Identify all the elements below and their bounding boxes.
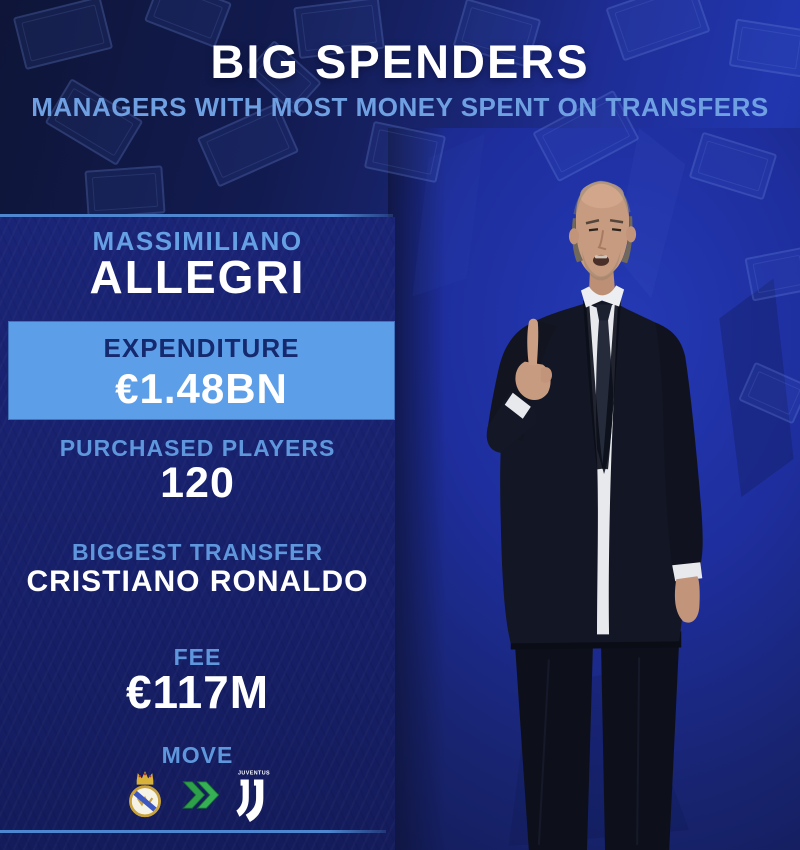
divider-bottom: [0, 830, 386, 833]
purchased-players-value: 120: [160, 459, 235, 507]
stats-panel: MASSIMILIANO ALLEGRI EXPENDITURE €1.48BN…: [0, 217, 395, 850]
biggest-transfer-value: CRISTIANO RONALDO: [26, 565, 369, 598]
background-texture: [615, 128, 686, 299]
background-texture: [412, 134, 485, 297]
real-madrid-crest-icon: [128, 771, 161, 818]
manager-figure: [486, 180, 703, 850]
juventus-crest-icon: JUVENTUS: [235, 770, 270, 822]
juventus-wordmark: JUVENTUS: [238, 770, 270, 776]
divider-top: [0, 214, 393, 217]
fee-value: €117M: [125, 666, 270, 718]
allegri-photo: [388, 128, 800, 850]
move-label: MOVE: [161, 742, 234, 768]
biggest-transfer-label: BIGGEST TRANSFER: [71, 539, 324, 565]
expenditure-box: EXPENDITURE €1.48BN: [8, 321, 395, 420]
manager-last-name: ALLEGRI: [89, 251, 306, 303]
move-row: JUVENTUS: [0, 766, 395, 824]
banknote: [84, 165, 166, 219]
purchased-players-label: PURCHASED PLAYERS: [59, 435, 336, 461]
manager-first-name: MASSIMILIANO: [92, 226, 303, 256]
fee-label: FEE: [173, 644, 222, 670]
expenditure-label: EXPENDITURE: [103, 333, 300, 363]
expenditure-value: €1.48BN: [115, 365, 288, 412]
double-chevron-right-icon: [181, 781, 219, 809]
background-texture: [719, 278, 794, 498]
page-title: BIG SPENDERS: [210, 35, 590, 88]
page-subtitle: MANAGERS WITH MOST MONEY SPENT ON TRANSF…: [31, 92, 769, 122]
